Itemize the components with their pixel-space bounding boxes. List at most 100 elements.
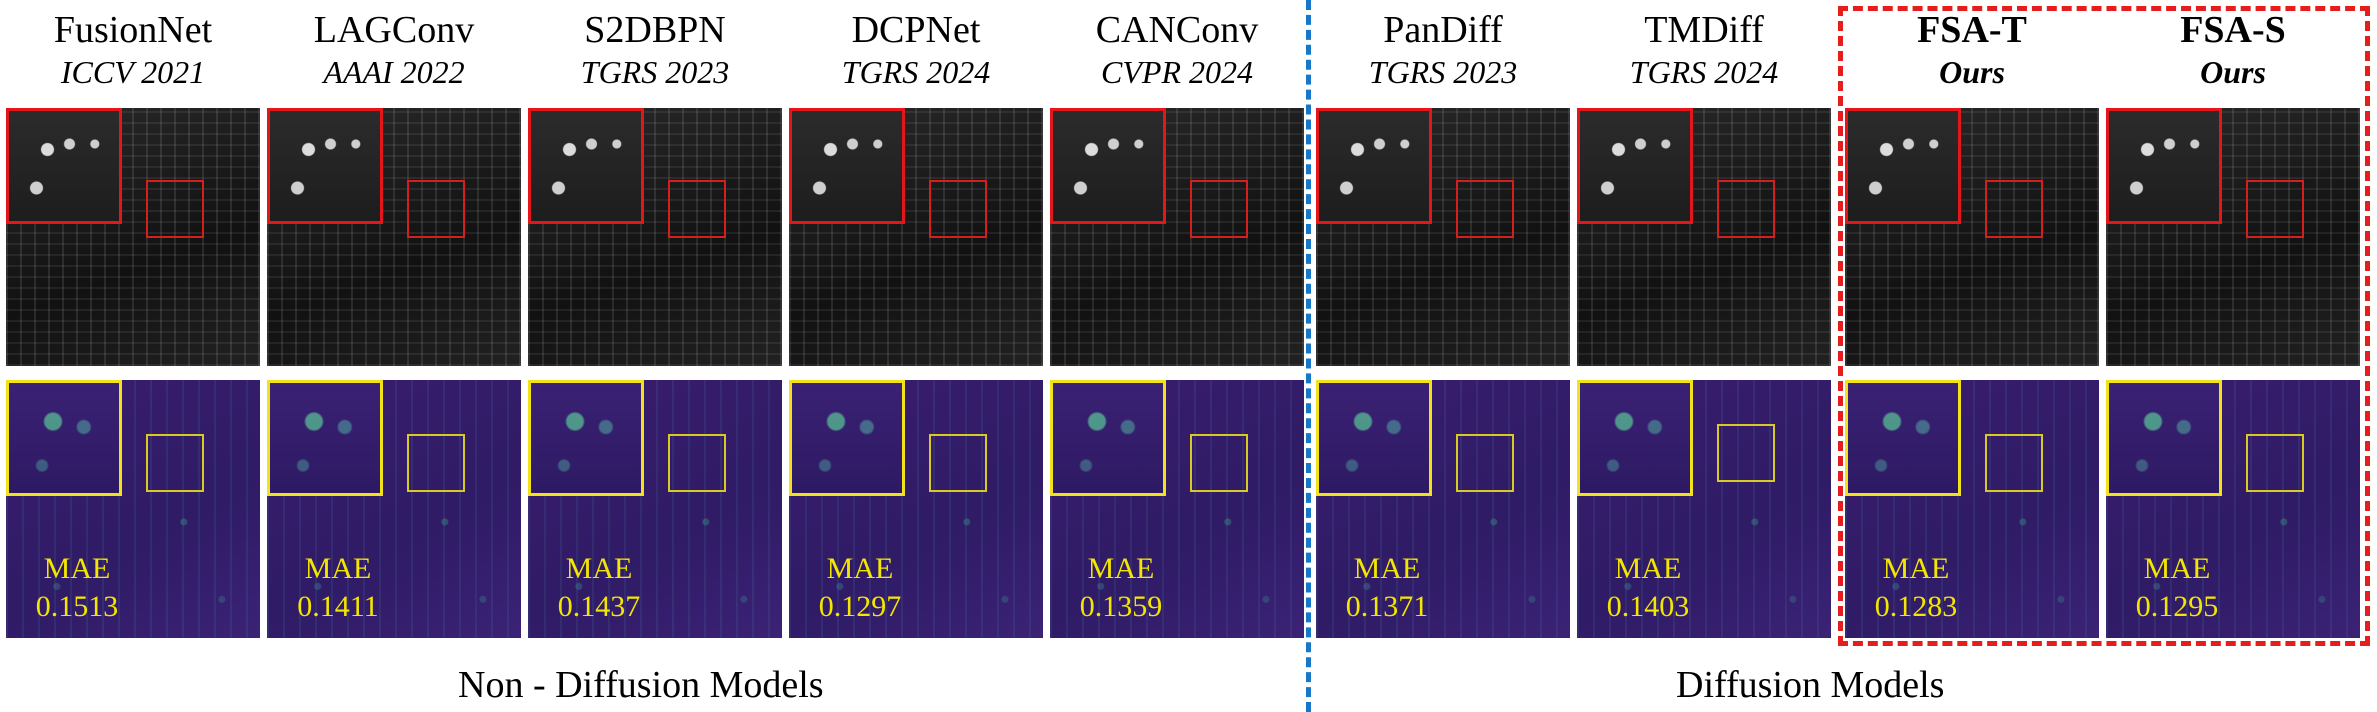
fused-result-image (789, 108, 1043, 366)
mae-metric: MAE 0.1403 (1603, 550, 1693, 626)
zoom-inset (267, 108, 383, 224)
method-header: FSA-S Ours (2106, 8, 2360, 92)
error-map-image: MAE 0.1403 (1577, 380, 1831, 638)
region-of-interest-box (929, 180, 987, 238)
error-map-image: MAE 0.1437 (528, 380, 782, 638)
region-of-interest-box (1985, 180, 2043, 238)
method-header: FSA-T Ours (1845, 8, 2099, 92)
mae-value: 0.1403 (1606, 590, 1690, 623)
fused-result-image (1050, 108, 1304, 366)
error-zoom-inset (528, 380, 644, 496)
fused-result-image (1577, 108, 1831, 366)
mae-label: MAE (565, 552, 633, 585)
method-header: S2DBPN TGRS 2023 (528, 8, 782, 92)
error-map-image: MAE 0.1359 (1050, 380, 1304, 638)
method-header: CANConv CVPR 2024 (1050, 8, 1304, 92)
mae-value: 0.1411 (297, 590, 379, 623)
mae-label: MAE (1614, 552, 1682, 585)
mae-metric: MAE 0.1295 (2132, 550, 2222, 626)
method-venue: TGRS 2023 (580, 54, 730, 90)
error-zoom-inset (6, 380, 122, 496)
mae-metric: MAE 0.1371 (1342, 550, 1432, 626)
mae-label: MAE (826, 552, 894, 585)
error-region-box (2246, 434, 2304, 492)
non-diffusion-group-label: Non - Diffusion Models (458, 664, 824, 706)
region-of-interest-box (1456, 180, 1514, 238)
method-name: TMDiff (1644, 9, 1764, 51)
method-name: DCPNet (851, 9, 981, 51)
error-map-image: MAE 0.1295 (2106, 380, 2360, 638)
error-zoom-inset (1845, 380, 1961, 496)
error-region-box (668, 434, 726, 492)
error-zoom-inset (1050, 380, 1166, 496)
method-name: FSA-S (2180, 9, 2286, 51)
error-zoom-inset (2106, 380, 2222, 496)
region-of-interest-box (146, 180, 204, 238)
region-of-interest-box (1717, 180, 1775, 238)
error-region-box (1456, 434, 1514, 492)
mae-metric: MAE 0.1437 (554, 550, 644, 626)
method-venue: TGRS 2023 (1368, 54, 1518, 90)
mae-value: 0.1371 (1345, 590, 1429, 623)
zoom-inset (6, 108, 122, 224)
error-region-box (146, 434, 204, 492)
mae-label: MAE (2143, 552, 2211, 585)
mae-metric: MAE 0.1513 (32, 550, 122, 626)
region-of-interest-box (668, 180, 726, 238)
mae-label: MAE (304, 552, 372, 585)
zoom-inset (789, 108, 905, 224)
method-header: FusionNet ICCV 2021 (6, 8, 260, 92)
error-region-box (1717, 424, 1775, 482)
method-header: TMDiff TGRS 2024 (1577, 8, 1831, 92)
mae-label: MAE (1353, 552, 1421, 585)
method-name: CANConv (1095, 9, 1259, 51)
method-venue: AAAI 2022 (323, 54, 465, 90)
method-name: FusionNet (53, 9, 213, 51)
method-header: LAGConv AAAI 2022 (267, 8, 521, 92)
error-map-image: MAE 0.1283 (1845, 380, 2099, 638)
fused-result-image (2106, 108, 2360, 366)
zoom-inset (528, 108, 644, 224)
diffusion-separator-line (1306, 0, 1311, 712)
method-venue: ICCV 2021 (60, 54, 206, 90)
method-name: PanDiff (1383, 9, 1503, 51)
method-venue: TGRS 2024 (841, 54, 991, 90)
diffusion-group-label: Diffusion Models (1676, 664, 1945, 706)
mae-label: MAE (43, 552, 111, 585)
error-zoom-inset (789, 380, 905, 496)
method-venue: TGRS 2024 (1629, 54, 1779, 90)
mae-value: 0.1297 (818, 590, 902, 623)
zoom-inset (1845, 108, 1961, 224)
ours-highlight-box (1838, 6, 2370, 646)
error-zoom-inset (267, 380, 383, 496)
mae-metric: MAE 0.1359 (1076, 550, 1166, 626)
mae-value: 0.1437 (557, 590, 641, 623)
mae-value: 0.1283 (1874, 590, 1958, 623)
zoom-inset (2106, 108, 2222, 224)
mae-metric: MAE 0.1283 (1871, 550, 1961, 626)
error-zoom-inset (1577, 380, 1693, 496)
error-map-image: MAE 0.1411 (267, 380, 521, 638)
error-region-box (407, 434, 465, 492)
method-header: DCPNet TGRS 2024 (789, 8, 1043, 92)
error-region-box (1190, 434, 1248, 492)
region-of-interest-box (407, 180, 465, 238)
zoom-inset (1316, 108, 1432, 224)
method-name: FSA-T (1917, 9, 2027, 51)
method-venue: CVPR 2024 (1101, 54, 1253, 90)
error-region-box (1985, 434, 2043, 492)
zoom-inset (1050, 108, 1166, 224)
fused-result-image (6, 108, 260, 366)
error-zoom-inset (1316, 380, 1432, 496)
error-map-image: MAE 0.1371 (1316, 380, 1570, 638)
region-of-interest-box (1190, 180, 1248, 238)
fused-result-image (528, 108, 782, 366)
mae-value: 0.1295 (2135, 590, 2219, 623)
method-venue: Ours (1939, 54, 2005, 90)
fused-result-image (267, 108, 521, 366)
mae-label: MAE (1882, 552, 1950, 585)
error-region-box (929, 434, 987, 492)
error-map-image: MAE 0.1297 (789, 380, 1043, 638)
method-name: S2DBPN (584, 9, 726, 51)
mae-value: 0.1359 (1079, 590, 1163, 623)
